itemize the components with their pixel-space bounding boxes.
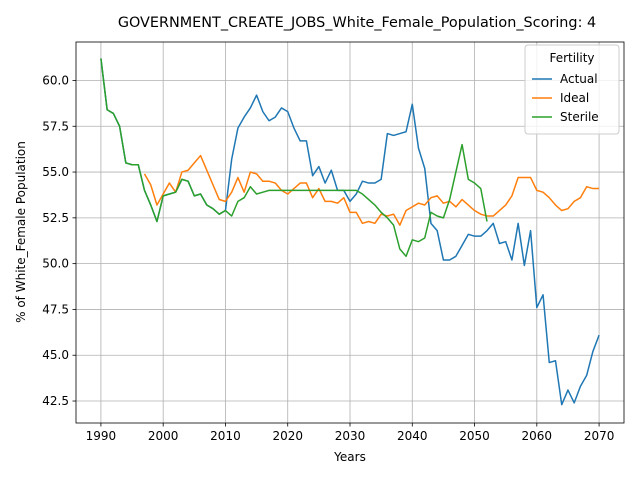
x-tick-label: 2030 (335, 429, 366, 443)
series-line-ideal (143, 154, 600, 226)
legend-title: Fertility (549, 51, 594, 65)
series-line-sterile (100, 58, 488, 258)
y-tick-label: 42.5 (42, 394, 69, 408)
x-tick-label: 2000 (148, 429, 179, 443)
y-tick-label: 52.5 (42, 211, 69, 225)
x-tick-label: 2040 (397, 429, 428, 443)
x-tick-label: 2020 (272, 429, 303, 443)
series-layer (100, 58, 600, 406)
legend: Fertility Actual Ideal Sterile (524, 44, 620, 135)
y-tick-label: 45.0 (42, 348, 69, 362)
x-tick-label: 1990 (86, 429, 117, 443)
x-tick-label: 2010 (210, 429, 241, 443)
y-tick-label: 60.0 (42, 73, 69, 87)
y-tick-label: 55.0 (42, 165, 69, 179)
y-axis-label: % of White_Female Population (14, 141, 28, 323)
chart-title: GOVERNMENT_CREATE_JOBS_White_Female_Popu… (118, 15, 596, 31)
y-tick-label: 50.0 (42, 257, 69, 271)
x-axis: 1990 2000 2010 2020 2030 2040 2050 2060 2070 (86, 423, 615, 443)
legend-box (524, 44, 620, 135)
legend-label-ideal: Ideal (560, 91, 589, 105)
x-axis-label: Years (333, 450, 366, 464)
x-tick-label: 2060 (522, 429, 553, 443)
y-tick-label: 57.5 (42, 119, 69, 133)
legend-label-sterile: Sterile (560, 110, 599, 124)
x-tick-label: 2070 (584, 429, 615, 443)
y-axis: 42.5 45.0 47.5 50.0 52.5 55.0 57.5 60.0 (42, 73, 76, 408)
x-tick-label: 2050 (459, 429, 490, 443)
y-tick-label: 47.5 (42, 302, 69, 316)
legend-label-actual: Actual (560, 72, 598, 86)
